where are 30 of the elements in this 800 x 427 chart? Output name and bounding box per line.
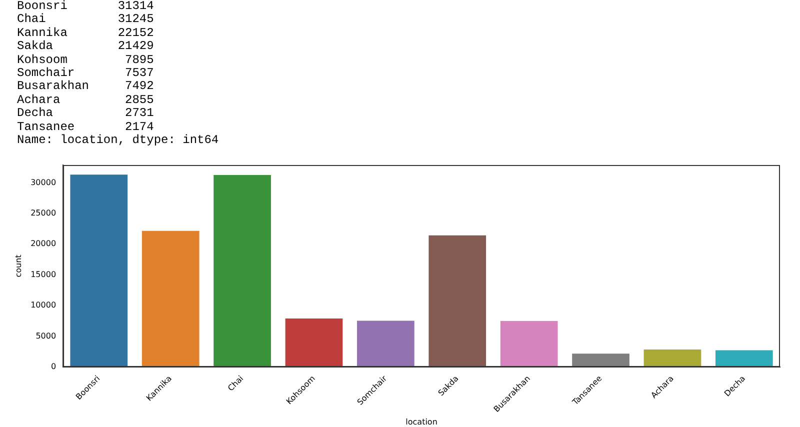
text: Sakda 21429 [17, 39, 155, 54]
y-tick-label: 5000 [36, 331, 56, 340]
bar [428, 235, 486, 368]
y-tick-label: 25000 [30, 208, 56, 218]
y-tick-label: 15000 [30, 270, 56, 279]
text: Chai 31245 [17, 12, 155, 27]
x-axis-title: location [406, 417, 438, 426]
text: Busarakhan 7492 [17, 79, 155, 94]
bar [715, 350, 773, 368]
bar [285, 318, 343, 368]
text: Decha 2731 [17, 106, 155, 121]
y-tick-label: 0 [50, 362, 56, 372]
y-tick-label: 20000 [30, 239, 56, 248]
bar [214, 175, 271, 368]
bar [142, 230, 200, 368]
text: Somchair 7537 [17, 66, 155, 80]
bar [644, 349, 702, 368]
bar [70, 174, 128, 368]
bar [357, 320, 414, 368]
text: Tansanee 2174 [17, 120, 155, 134]
text: Achara 2855 [17, 92, 155, 107]
text: Kannika 22152 [17, 26, 155, 40]
y-tick-label: 30000 [30, 178, 56, 187]
text: Kohsoom 7895 [17, 52, 155, 67]
text: Name: location, dtype: int64 [17, 133, 219, 148]
bar [572, 354, 630, 368]
y-axis-title: count [14, 254, 23, 278]
bar [500, 320, 558, 368]
text: Boonsri 31314 [17, 0, 155, 13]
y-tick-label: 10000 [30, 300, 56, 310]
